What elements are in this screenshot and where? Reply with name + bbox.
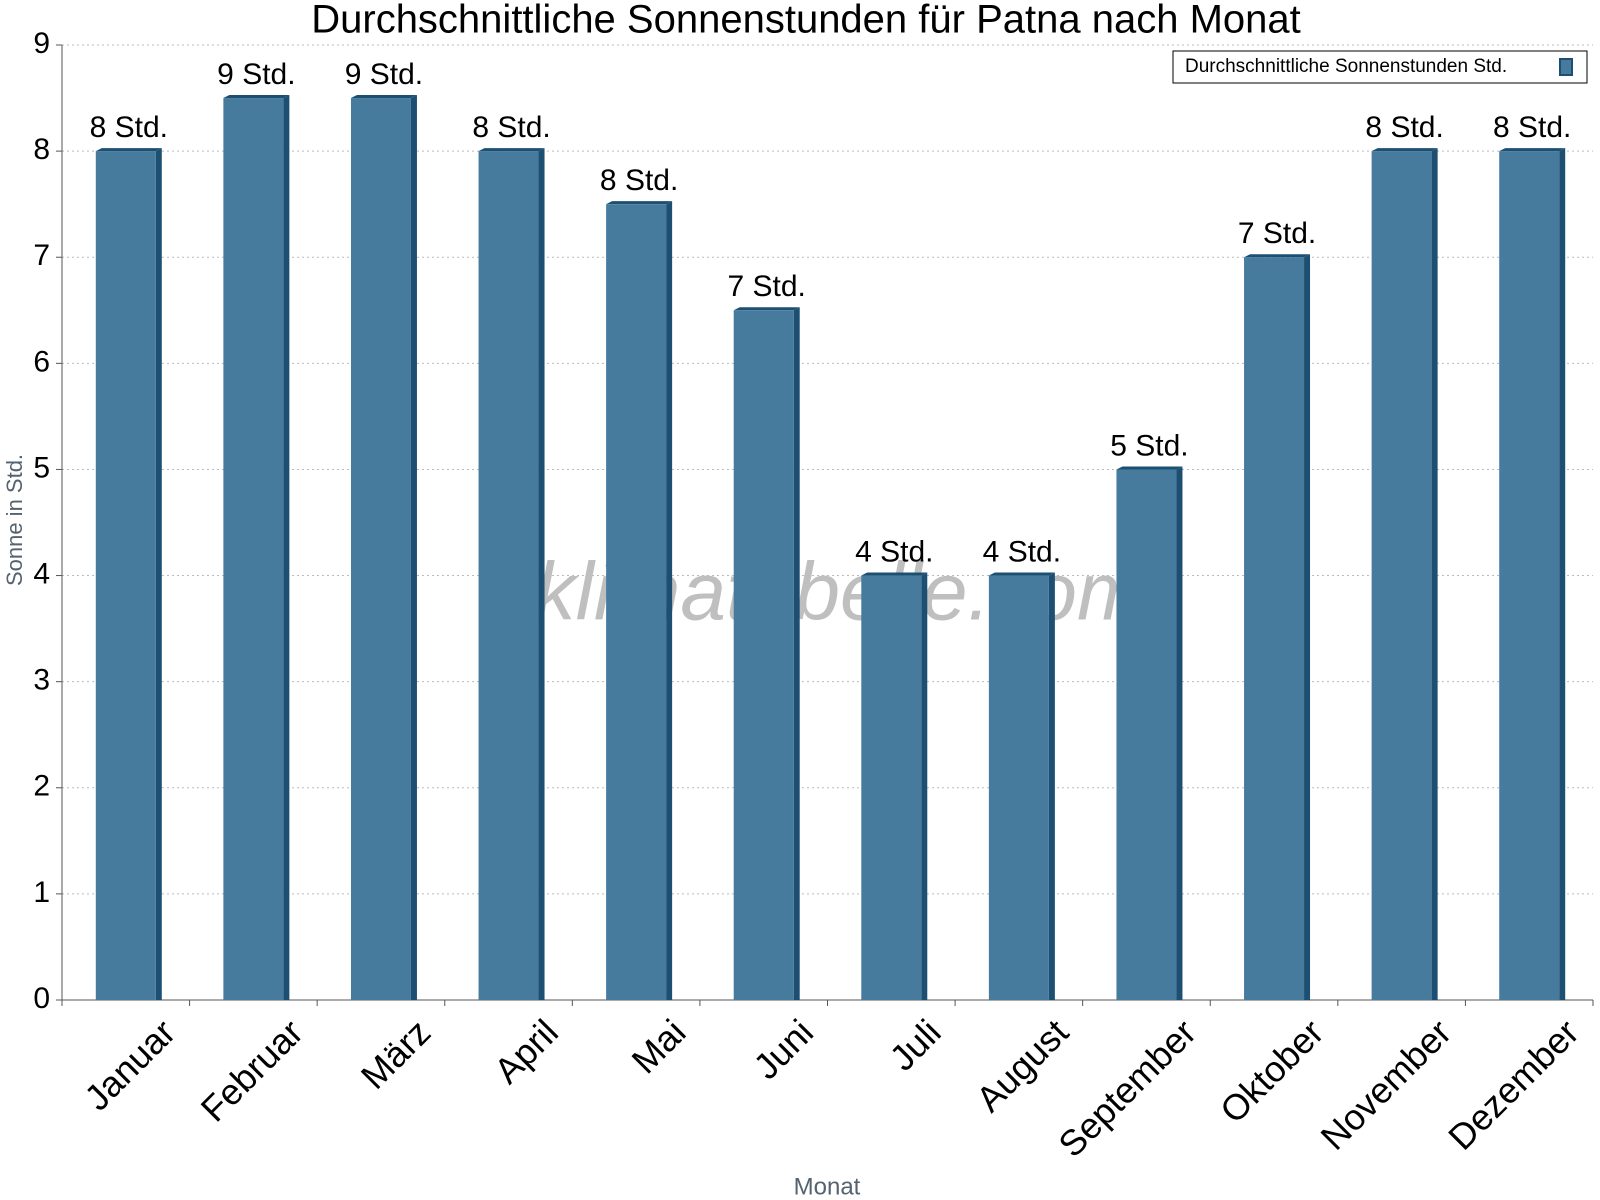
legend-box: [1172, 50, 1588, 84]
bar: [1371, 151, 1432, 1001]
legend-label: Durchschnittliche Sonnenstunden Std.: [1185, 56, 1507, 77]
bar-top: [733, 307, 800, 311]
y-tick-label: 2: [33, 770, 50, 803]
bar-top: [350, 95, 417, 99]
bar: [1116, 469, 1177, 1000]
legend-swatch: [1559, 58, 1573, 76]
data-label: 7 Std.: [1238, 217, 1316, 250]
bar-side: [1304, 254, 1311, 1000]
data-label: 9 Std.: [345, 58, 423, 91]
bar-side: [921, 572, 928, 1000]
x-axis-label: Monat: [794, 1173, 861, 1200]
data-label: 8 Std.: [1493, 111, 1571, 144]
data-label: 8 Std.: [90, 111, 168, 144]
x-tick-label: März: [353, 1011, 439, 1097]
y-tick-label: 5: [33, 451, 50, 484]
bar: [1499, 151, 1560, 1001]
bar: [606, 204, 667, 1000]
bar-top: [1371, 148, 1438, 152]
bar-top: [478, 148, 545, 152]
y-tick-label: 9: [33, 27, 50, 60]
bar: [733, 310, 794, 1000]
bar-side: [1176, 466, 1183, 1000]
x-tick-label: Mai: [623, 1011, 693, 1081]
bar-side: [666, 201, 673, 1000]
bar-side: [283, 95, 290, 1001]
bar: [95, 151, 156, 1001]
x-tick-label: Juni: [745, 1011, 821, 1087]
x-tick-label: Juli: [881, 1011, 948, 1078]
bar-side: [793, 307, 800, 1000]
x-tick-label: August: [968, 1011, 1076, 1119]
data-label: 8 Std.: [600, 164, 678, 197]
y-tick-label: 8: [33, 133, 50, 166]
y-tick-label: 3: [33, 664, 50, 697]
y-tick-label: 7: [33, 239, 50, 272]
bar-top: [861, 572, 928, 576]
data-label: 8 Std.: [472, 111, 550, 144]
x-tick-label: Januar: [76, 1011, 183, 1118]
bar-top: [606, 201, 673, 205]
data-label: 7 Std.: [728, 270, 806, 303]
bar-top: [988, 572, 1055, 576]
bar-top: [95, 148, 162, 152]
bar: [350, 98, 411, 1001]
data-label: 9 Std.: [217, 58, 295, 91]
data-label: 4 Std.: [983, 535, 1061, 568]
x-tick-label: Oktober: [1212, 1011, 1332, 1131]
bar-top: [223, 95, 290, 99]
bar-top: [1116, 466, 1183, 470]
data-label: 4 Std.: [855, 535, 933, 568]
y-axis-label: Sonne in Std.: [2, 454, 27, 586]
bar: [1244, 257, 1305, 1000]
data-label: 8 Std.: [1365, 111, 1443, 144]
bar: [478, 151, 539, 1001]
bar: [988, 575, 1049, 1000]
chart-title: Durchschnittliche Sonnenstunden für Patn…: [311, 0, 1301, 42]
x-tick-label: Februar: [193, 1011, 311, 1129]
bar-side: [1048, 572, 1055, 1000]
x-tick-label: Dezember: [1440, 1011, 1586, 1157]
bar-top: [1499, 148, 1566, 152]
bar-side: [410, 95, 417, 1001]
bar-side: [538, 148, 545, 1001]
x-tick-label: September: [1050, 1011, 1204, 1165]
data-label: 5 Std.: [1110, 429, 1188, 462]
bar: [223, 98, 284, 1001]
bar-top: [1244, 254, 1311, 258]
bar-side: [1559, 148, 1566, 1001]
bar-side: [155, 148, 162, 1001]
x-tick-label: November: [1313, 1011, 1459, 1157]
y-tick-label: 0: [33, 982, 50, 1015]
y-tick-label: 4: [33, 557, 50, 590]
bar-side: [1431, 148, 1438, 1001]
x-tick-label: April: [486, 1011, 566, 1091]
y-tick-label: 1: [33, 876, 50, 909]
bar: [861, 575, 922, 1000]
y-tick-label: 6: [33, 345, 50, 378]
